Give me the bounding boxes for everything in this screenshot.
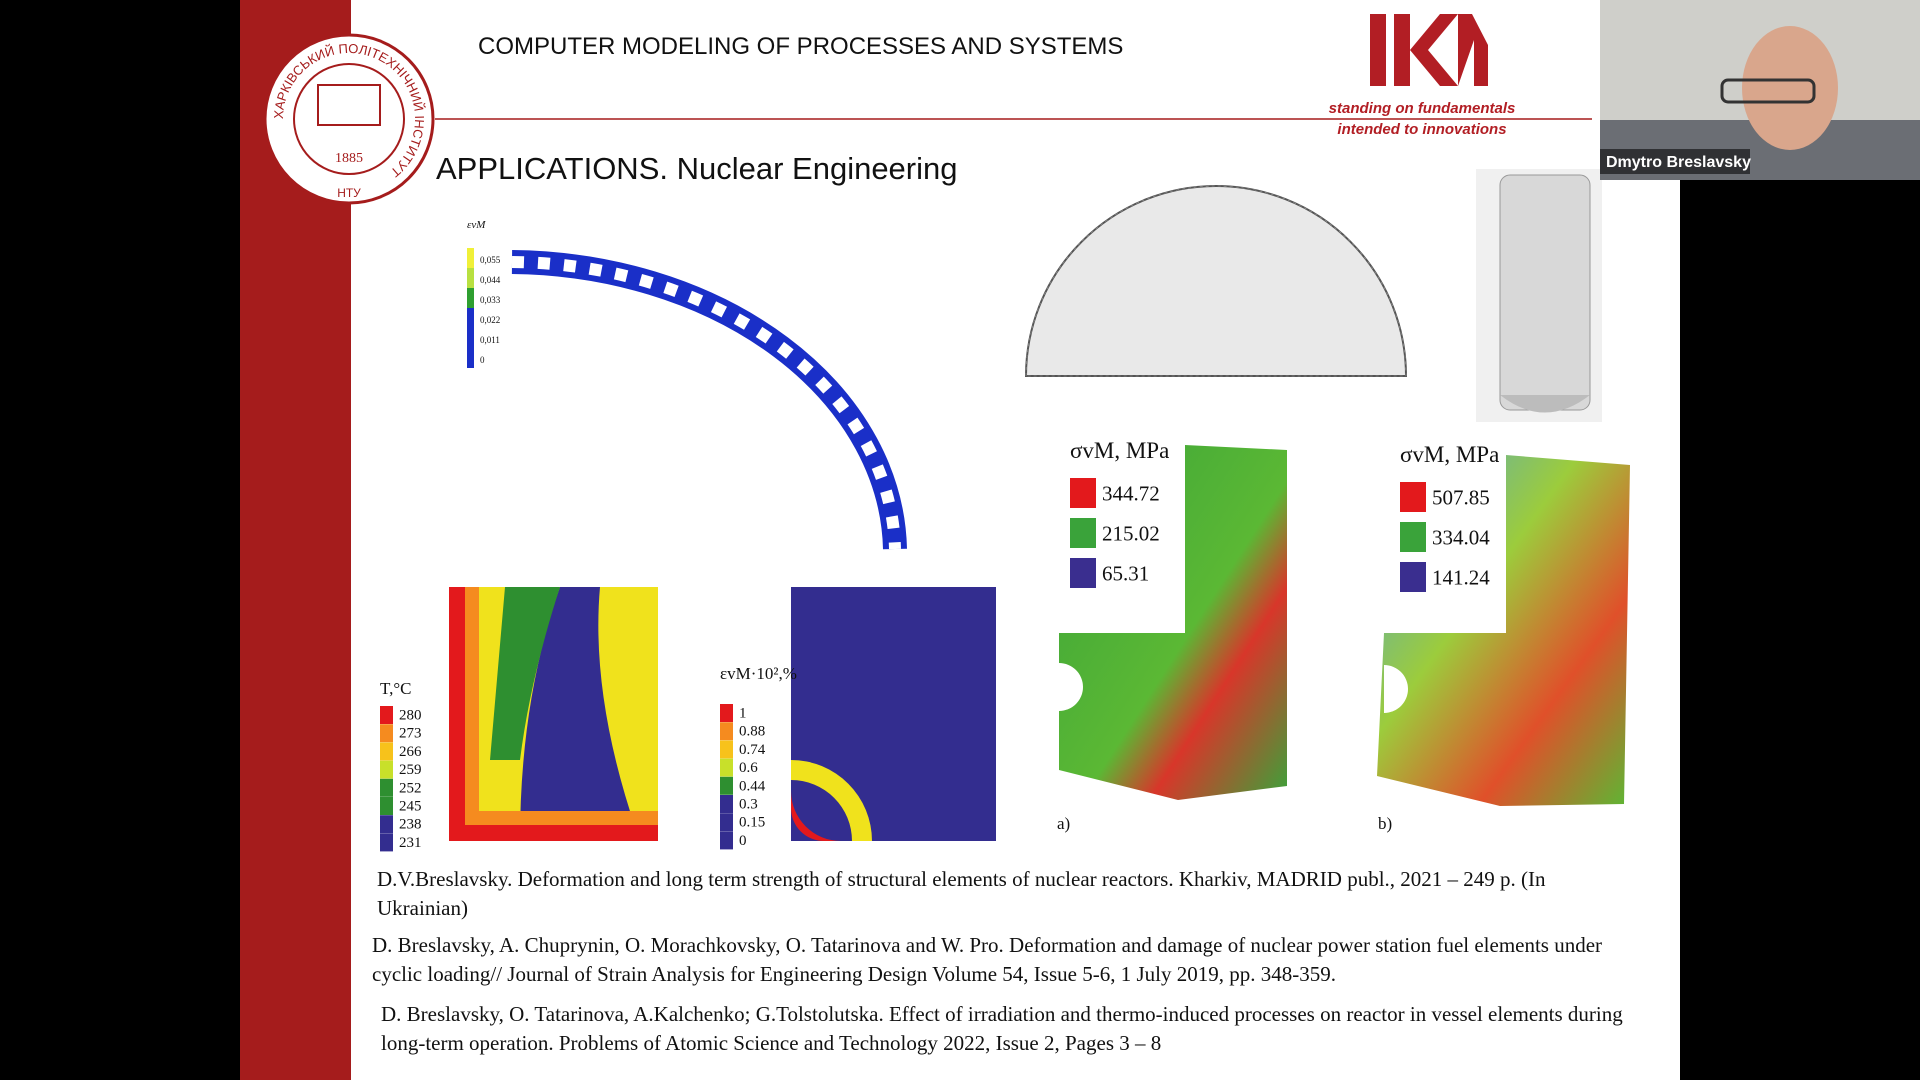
legend-title: σvM, MPa [1070,438,1169,463]
legend-value: 141.24 [1432,566,1490,590]
legend-swatch [1400,562,1426,592]
legend-swatch [467,308,474,328]
legend-swatch [380,815,393,834]
legend-swatch [1070,518,1096,548]
legend-value: 0,055 [480,255,501,265]
legend-value: 0.74 [739,742,766,758]
stress-model-b [1377,455,1630,806]
legend-swatch [720,831,733,850]
legend-swatch [467,348,474,368]
legend-value: 344.72 [1102,482,1160,506]
legend-value: 231 [399,835,422,851]
strain-corner-map [791,587,996,841]
legend-swatch [380,833,393,852]
legend-value: 259 [399,762,422,778]
legend-value: 0,022 [480,315,500,325]
legend-value: 0 [480,355,485,365]
legend-value: 266 [399,744,422,760]
legend-value: 252 [399,780,422,796]
legend-swatch [1070,558,1096,588]
university-seal: ХАРКІВСЬКИЙ ПОЛІТЕХНІЧНИЙ ІНСТИТУТ 1885 … [263,33,435,205]
legend-value: 0,033 [480,295,501,305]
legend-swatch [467,328,474,348]
legend-swatch [1070,478,1096,508]
legend-value: 238 [399,817,422,833]
legend-title: εvM [467,219,486,231]
participant-name: Dmytro Breslavsky [1606,154,1751,171]
stress-model-a [1059,445,1287,800]
fuel-ring-figure [511,250,907,550]
legend-swatch [380,760,393,779]
legend-title: T,°C [380,679,412,698]
seal-short: НТУ [337,186,361,200]
legend-value: 0.44 [739,778,766,794]
legend-swatch [467,248,474,268]
legend-value: 65.31 [1102,562,1149,586]
reference: D.V.Breslavsky. Deformation and long ter… [377,867,1546,920]
legend-value: 280 [399,708,422,724]
legend-swatch [720,722,733,741]
legend-swatch [380,724,393,743]
legend-value: 245 [399,799,422,815]
figure-caption: a) [1057,814,1070,833]
legend-swatch [380,797,393,815]
legend-swatch [1400,482,1426,512]
legend-swatch [467,288,474,308]
fuel-cylinder [1476,169,1602,422]
tagline: standing on fundamentals [1329,100,1516,117]
figure-caption: b) [1378,814,1392,833]
legend-value: 0.88 [739,724,765,740]
tagline: intended to innovations [1337,121,1506,138]
legend-value: 0.6 [739,760,758,776]
legend-value: 1 [739,706,747,722]
legend-value: 215.02 [1102,522,1160,546]
legend-swatch [1400,522,1426,552]
legend-value: 0.15 [739,815,765,831]
legend-swatch [380,778,393,797]
slide [240,0,1680,1080]
legend-swatch [720,776,733,795]
legend-title: σvM, MPa [1400,442,1499,467]
legend-swatch [720,704,733,722]
video-tile: Dmytro Breslavsky [1600,0,1920,180]
legend-value: 273 [399,726,422,742]
reference: D. Breslavsky, A. Chuprynin, O. Morachko… [372,933,1603,986]
mesh-half-disc [1024,185,1408,377]
legend-value: 0,044 [480,275,501,285]
legend-value: 507.85 [1432,486,1490,510]
legend-swatch [467,268,474,288]
legend-swatch [380,742,393,761]
slide-heading: APPLICATIONS. Nuclear Engineering [436,151,958,186]
legend-title: εvM·10²,% [720,664,797,683]
legend-value: 0.3 [739,797,758,813]
legend-swatch [720,795,733,813]
legend-value: 334.04 [1432,526,1490,550]
legend-swatch [380,706,393,724]
legend-swatch [720,758,733,777]
legend-value: 0,011 [480,335,500,345]
legend-swatch [720,740,733,759]
temperature-map [449,587,658,841]
seal-year: 1885 [335,151,363,166]
legend-value: 0 [739,833,747,849]
legend-swatch [720,813,733,832]
slide-header: COMPUTER MODELING OF PROCESSES AND SYSTE… [478,33,1123,60]
department-logo [1370,14,1488,86]
reference: D. Breslavsky, O. Tatarinova, A.Kalchenk… [381,1002,1623,1055]
